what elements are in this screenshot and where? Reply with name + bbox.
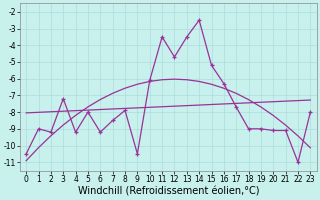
X-axis label: Windchill (Refroidissement éolien,°C): Windchill (Refroidissement éolien,°C): [77, 187, 259, 197]
